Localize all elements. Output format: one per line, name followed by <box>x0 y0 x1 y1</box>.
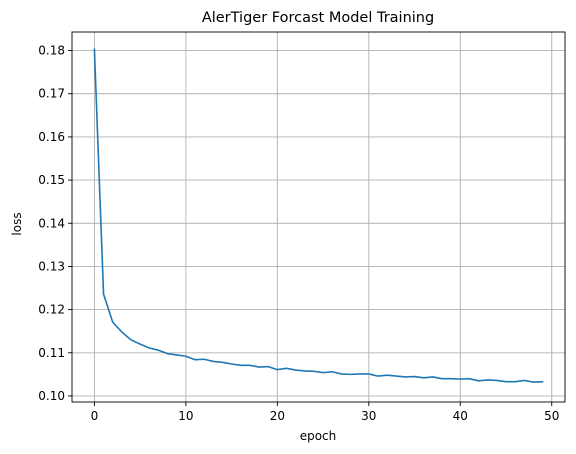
axes-frame <box>71 31 566 403</box>
y-tick-label: 0.16 <box>38 130 65 144</box>
y-tick-label: 0.10 <box>38 389 65 403</box>
series-layer <box>93 48 544 383</box>
y-tick-label: 0.14 <box>38 216 65 230</box>
chart-title: AlerTiger Forcast Model Training <box>202 10 434 26</box>
y-axis-ticks: 0.10 0.11 0.12 0.13 0.14 0.15 0.16 0.17 0.18 <box>38 44 72 403</box>
y-tick-label: 0.17 <box>38 87 65 101</box>
x-axis-ticks: 0 10 20 30 40 50 <box>91 402 559 423</box>
y-tick-label: 0.13 <box>38 259 65 273</box>
x-tick-label: 30 <box>361 409 376 423</box>
x-axis-label: epoch <box>300 429 337 443</box>
loss-series-line <box>93 48 544 383</box>
x-tick-label: 20 <box>270 409 285 423</box>
y-tick-label: 0.11 <box>38 346 65 360</box>
x-tick-label: 0 <box>91 409 99 423</box>
x-tick-label: 10 <box>178 409 193 423</box>
y-axis-label: loss <box>10 212 24 235</box>
y-tick-label: 0.12 <box>38 303 65 317</box>
x-tick-label: 40 <box>453 409 468 423</box>
x-tick-label: 50 <box>544 409 559 423</box>
y-tick-label: 0.18 <box>38 44 65 58</box>
y-tick-label: 0.15 <box>38 173 65 187</box>
grid <box>72 32 565 402</box>
axes-frame-layer <box>71 31 566 403</box>
